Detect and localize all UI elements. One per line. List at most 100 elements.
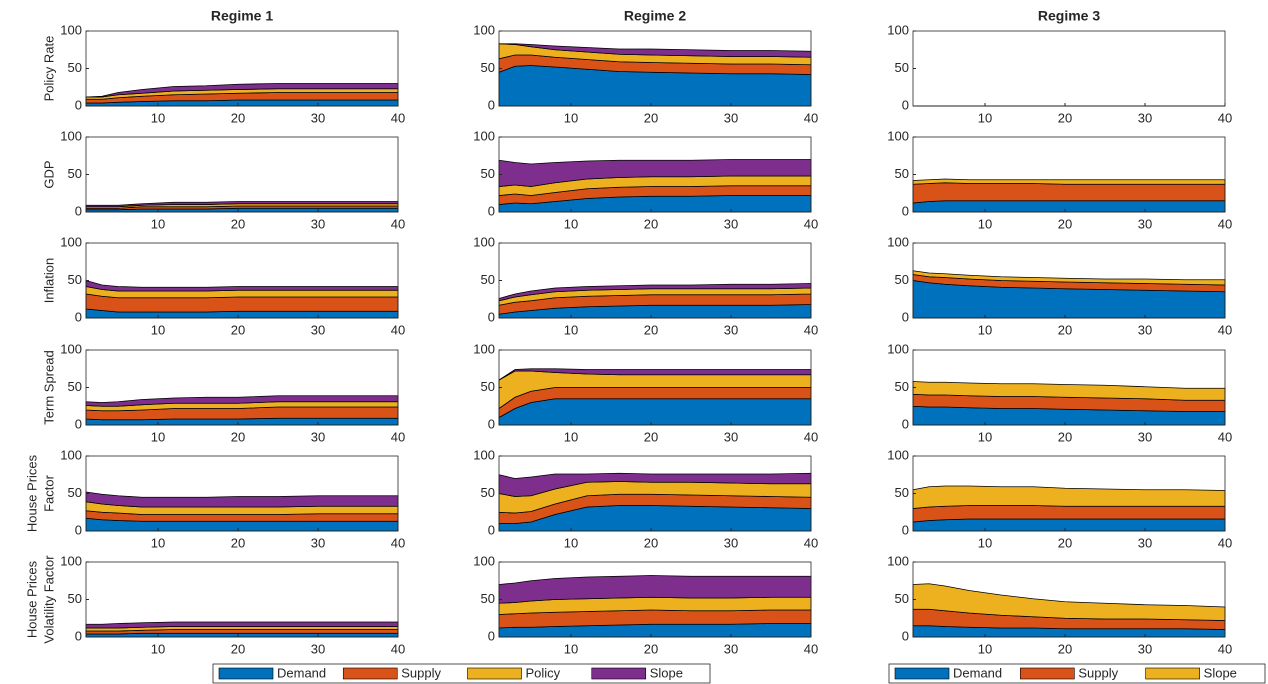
x-tick-label: 10 bbox=[978, 110, 992, 125]
y-tick-label: 100 bbox=[887, 234, 909, 249]
y-tick-label: 0 bbox=[902, 522, 909, 537]
x-tick-label: 10 bbox=[978, 322, 992, 337]
x-tick-label: 20 bbox=[231, 429, 245, 444]
x-tick-label: 20 bbox=[1058, 535, 1072, 550]
legend-swatch bbox=[467, 667, 522, 680]
y-tick-label: 50 bbox=[481, 272, 495, 287]
x-tick-label: 10 bbox=[151, 535, 165, 550]
y-tick-label: 100 bbox=[473, 553, 495, 568]
x-tick-label: 30 bbox=[311, 641, 325, 656]
legend-label: Supply bbox=[401, 665, 441, 680]
x-tick-label: 10 bbox=[151, 216, 165, 231]
y-tick-label: 50 bbox=[895, 591, 909, 606]
y-tick-label: 100 bbox=[60, 341, 82, 356]
legend-label: Slope bbox=[650, 665, 683, 680]
y-tick-label: 0 bbox=[75, 416, 82, 431]
x-tick-label: 20 bbox=[231, 641, 245, 656]
y-tick-label: 50 bbox=[68, 591, 82, 606]
y-tick-label: 50 bbox=[481, 591, 495, 606]
y-tick-label: 0 bbox=[488, 309, 495, 324]
x-tick-label: 30 bbox=[724, 429, 738, 444]
x-tick-label: 20 bbox=[1058, 641, 1072, 656]
y-tick-label: 50 bbox=[481, 379, 495, 394]
legend-swatch bbox=[1145, 667, 1200, 680]
x-tick-label: 30 bbox=[724, 322, 738, 337]
area bbox=[912, 178, 1226, 185]
y-tick-label: 50 bbox=[68, 272, 82, 287]
y-tick-label: 0 bbox=[75, 522, 82, 537]
y-tick-label: 0 bbox=[902, 309, 909, 324]
axes-box bbox=[85, 136, 399, 213]
x-tick-label: 10 bbox=[151, 429, 165, 444]
y-axis-label: GDP bbox=[41, 160, 56, 188]
y-tick-label: 50 bbox=[895, 272, 909, 287]
y-tick-label: 100 bbox=[473, 234, 495, 249]
x-tick-label: 10 bbox=[564, 641, 578, 656]
x-tick-label: 30 bbox=[1138, 322, 1152, 337]
y-tick-label: 0 bbox=[75, 203, 82, 218]
x-tick-label: 10 bbox=[564, 535, 578, 550]
x-tick-label: 10 bbox=[151, 322, 165, 337]
y-tick-label: 100 bbox=[60, 22, 82, 37]
x-tick-label: 40 bbox=[391, 216, 405, 231]
x-tick-label: 30 bbox=[724, 535, 738, 550]
y-tick-label: 50 bbox=[895, 166, 909, 181]
y-tick-label: 0 bbox=[902, 203, 909, 218]
x-tick-label: 30 bbox=[311, 535, 325, 550]
y-axis-label: Policy Rate bbox=[41, 36, 56, 102]
x-tick-label: 10 bbox=[564, 322, 578, 337]
legend-label: Policy bbox=[526, 665, 561, 680]
y-tick-label: 0 bbox=[75, 97, 82, 112]
y-tick-label: 50 bbox=[68, 485, 82, 500]
regime-title: Regime 2 bbox=[624, 8, 686, 24]
x-tick-label: 20 bbox=[644, 110, 658, 125]
area bbox=[912, 485, 1226, 509]
y-tick-label: 100 bbox=[473, 341, 495, 356]
x-tick-label: 20 bbox=[1058, 110, 1072, 125]
legend-swatch bbox=[342, 667, 398, 680]
y-tick-label: 100 bbox=[473, 447, 495, 462]
x-tick-label: 40 bbox=[391, 535, 405, 550]
y-tick-label: 50 bbox=[895, 379, 909, 394]
x-tick-label: 10 bbox=[978, 429, 992, 444]
legend-box bbox=[212, 663, 711, 684]
x-tick-label: 30 bbox=[1138, 216, 1152, 231]
regime-title: Regime 1 bbox=[211, 8, 273, 24]
area bbox=[498, 398, 812, 426]
x-tick-label: 30 bbox=[311, 110, 325, 125]
x-tick-label: 10 bbox=[564, 429, 578, 444]
x-tick-label: 40 bbox=[804, 429, 818, 444]
x-tick-label: 10 bbox=[978, 535, 992, 550]
y-tick-label: 0 bbox=[75, 309, 82, 324]
x-tick-label: 40 bbox=[1218, 216, 1232, 231]
legend-label: Demand bbox=[277, 665, 326, 680]
y-axis-label: Volatility Factor bbox=[41, 555, 56, 644]
x-tick-label: 40 bbox=[804, 110, 818, 125]
x-tick-label: 40 bbox=[804, 322, 818, 337]
y-tick-label: 50 bbox=[895, 485, 909, 500]
y-tick-label: 100 bbox=[887, 447, 909, 462]
y-tick-label: 100 bbox=[887, 22, 909, 37]
x-tick-label: 30 bbox=[724, 641, 738, 656]
y-tick-label: 100 bbox=[60, 447, 82, 462]
y-tick-label: 0 bbox=[902, 628, 909, 643]
y-tick-label: 100 bbox=[887, 553, 909, 568]
y-tick-label: 100 bbox=[60, 553, 82, 568]
y-axis-label: Term Spread bbox=[41, 350, 56, 424]
legend-swatch bbox=[1020, 667, 1075, 680]
x-tick-label: 30 bbox=[1138, 535, 1152, 550]
x-tick-label: 20 bbox=[1058, 429, 1072, 444]
x-tick-label: 40 bbox=[804, 216, 818, 231]
x-tick-label: 40 bbox=[391, 322, 405, 337]
legend-label: Supply bbox=[1078, 665, 1118, 680]
regime-title: Regime 3 bbox=[1038, 8, 1100, 24]
x-tick-label: 40 bbox=[1218, 641, 1232, 656]
x-tick-label: 20 bbox=[644, 535, 658, 550]
axes-box bbox=[912, 30, 1226, 107]
x-tick-label: 10 bbox=[564, 110, 578, 125]
y-tick-label: 0 bbox=[488, 203, 495, 218]
y-tick-label: 0 bbox=[902, 97, 909, 112]
x-tick-label: 40 bbox=[1218, 535, 1232, 550]
x-tick-label: 40 bbox=[391, 429, 405, 444]
